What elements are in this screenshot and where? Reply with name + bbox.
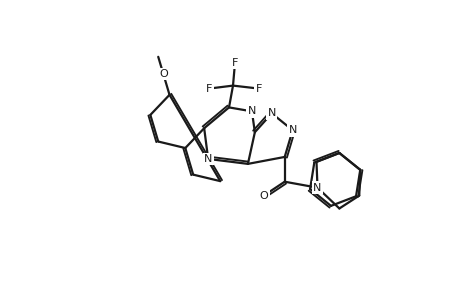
Text: N: N: [313, 183, 322, 193]
Text: F: F: [232, 58, 238, 68]
Text: N: N: [204, 154, 212, 164]
Text: F: F: [206, 84, 212, 94]
Text: O: O: [159, 69, 168, 79]
Text: N: N: [288, 125, 297, 135]
Text: F: F: [256, 84, 262, 94]
Text: N: N: [248, 106, 256, 116]
Text: O: O: [259, 191, 268, 201]
Text: O: O: [159, 69, 168, 79]
Text: N: N: [248, 106, 256, 116]
Text: F: F: [256, 84, 262, 94]
Text: O: O: [259, 191, 268, 201]
Text: N: N: [204, 154, 212, 164]
Text: N: N: [268, 108, 276, 118]
Text: F: F: [232, 58, 238, 68]
Text: N: N: [313, 183, 322, 193]
Text: F: F: [206, 84, 212, 94]
Text: N: N: [288, 125, 297, 135]
Text: N: N: [268, 108, 276, 118]
